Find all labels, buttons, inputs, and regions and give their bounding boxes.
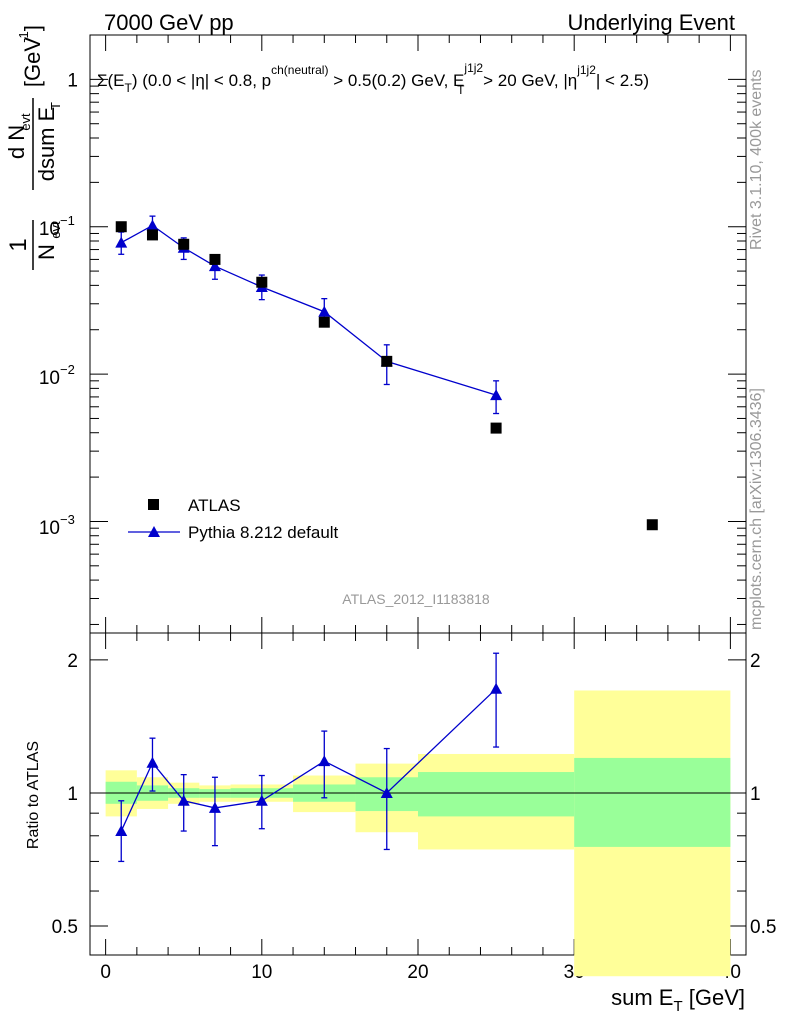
ratio-band-inner <box>574 758 730 847</box>
mc-point <box>146 219 158 230</box>
x-tick-label: 20 <box>407 962 428 983</box>
legend-mc-label: Pythia 8.212 default <box>188 523 339 542</box>
header-left: 7000 GeV pp <box>104 10 234 35</box>
y-tick-label-1e-3: 10 −3 <box>39 512 75 539</box>
svg-text:evt: evt <box>18 113 33 131</box>
main-y-axis-label: 1 N evt d N evt dsum E T [GeV -1 ] <box>4 25 63 270</box>
svg-text:T: T <box>48 102 63 110</box>
ratio-y-axis-label: Ratio to ATLAS <box>25 741 42 849</box>
mc-point <box>318 306 330 317</box>
ratio-y-tick-label-right: 0.5 <box>750 917 776 938</box>
atlas-point <box>209 254 220 265</box>
mc-point <box>318 755 330 766</box>
mc-series-main <box>115 216 502 413</box>
ratio-y-tick-label-left: 1 <box>67 784 78 805</box>
svg-text:dsum E: dsum E <box>34 107 59 182</box>
y-tick-label-1: 1 <box>67 70 78 91</box>
atlas-point <box>147 229 158 240</box>
analysis-id: ATLAS_2012_I1183818 <box>342 591 490 607</box>
ratio-y-tick-label-right: 2 <box>750 651 761 672</box>
svg-text:−3: −3 <box>60 512 75 527</box>
mc-point <box>115 237 127 248</box>
svg-text:N: N <box>34 244 59 260</box>
main-panel-frame <box>90 35 746 633</box>
atlas-point <box>178 239 189 250</box>
svg-text:evt: evt <box>48 221 63 239</box>
mc-point <box>490 389 502 400</box>
legend-atlas-label: ATLAS <box>188 496 241 515</box>
x-tick-label: 10 <box>251 962 272 983</box>
ratio-y-tick-label-left: 2 <box>67 651 78 672</box>
svg-text:−2: −2 <box>60 362 75 377</box>
mc-point <box>146 757 158 768</box>
svg-text:1: 1 <box>5 238 32 251</box>
x-tick-label: 0 <box>100 962 111 983</box>
svg-text:[GeV: [GeV <box>20 37 45 87</box>
y-tick-label-1e-2: 10 −2 <box>39 362 75 389</box>
svg-text:]: ] <box>20 25 45 31</box>
legend: ATLAS Pythia 8.212 default <box>128 496 339 542</box>
atlas-point <box>256 277 267 288</box>
header-right: Underlying Event <box>567 10 735 35</box>
legend-atlas-marker <box>148 499 159 510</box>
ratio-band-inner <box>418 772 574 816</box>
atlas-point <box>381 356 392 367</box>
x-axis-label: sum ET [GeV] <box>611 985 745 1015</box>
ratio-y-tick-label-left: 0.5 <box>52 917 78 938</box>
plot-title: Σ(ET) (0.0 < |η| < 0.8, pch(neutral) > 0… <box>97 61 649 97</box>
atlas-point <box>319 317 330 328</box>
atlas-point <box>647 519 658 530</box>
mcplots-label: mcplots.cern.ch [arXiv:1306.3436] <box>748 388 765 630</box>
plot-canvas: 7000 GeV pp Underlying Event 010203040 0… <box>0 0 786 1024</box>
mc-point <box>490 683 502 694</box>
rivet-label: Rivet 3.1.10, 400k events <box>748 69 765 250</box>
atlas-point <box>491 423 502 434</box>
atlas-point <box>116 221 127 232</box>
svg-text:10: 10 <box>39 368 60 389</box>
svg-text:10: 10 <box>39 518 60 539</box>
ratio-uncertainty-bands <box>106 690 731 976</box>
svg-text:-1: -1 <box>16 31 31 43</box>
mc-point <box>115 825 127 836</box>
mc-line <box>121 225 496 395</box>
ratio-y-tick-label-right: 1 <box>750 784 761 805</box>
